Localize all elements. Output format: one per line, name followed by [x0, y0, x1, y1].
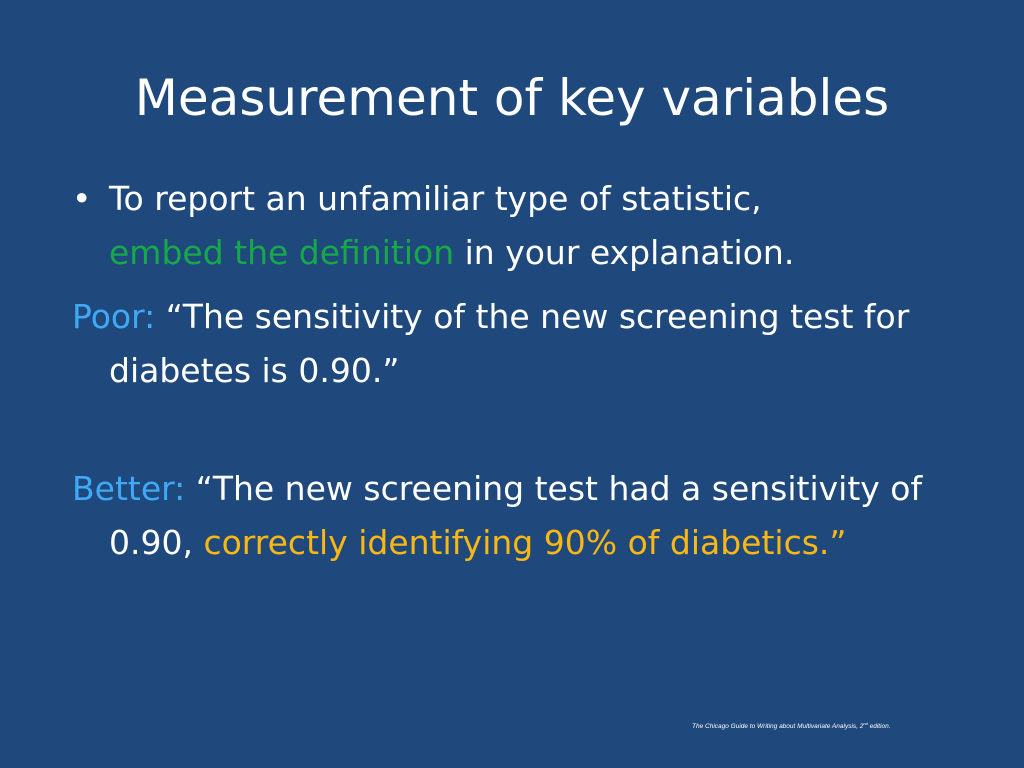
bullet-dot: • [72, 179, 92, 218]
poor-label: Poor: [72, 297, 156, 336]
slide-title: Measurement of key variables [134, 69, 890, 127]
better-label: Better: [72, 469, 186, 508]
citation-text-a: The Chicago Guide to Writing about Multi… [692, 723, 864, 731]
poor-quote: “The sensitivity of the new screening te… [109, 297, 910, 390]
bullet-text-a: To report an unfamiliar type of statisti… [109, 179, 762, 218]
spacer [72, 280, 992, 290]
citation-text-b: edition. [867, 723, 891, 731]
poor-example: Poor: “The sensitivity of the new screen… [72, 290, 992, 398]
correctly-identifying-highlight: correctly identifying 90% of diabetics.” [203, 523, 847, 562]
embed-definition-highlight: embed the definition [109, 233, 455, 272]
better-example: Better: “The new screening test had a se… [72, 462, 992, 570]
citation-superscript: nd [863, 721, 868, 726]
bullet-point-definition: • To report an unfamiliar type of statist… [72, 172, 992, 280]
slide-body: • To report an unfamiliar type of statist… [72, 172, 992, 570]
better-quote: “The new screening test had a sensitivit… [109, 469, 923, 562]
spacer [72, 398, 992, 462]
source-citation: The Chicago Guide to Writing about Multi… [692, 721, 891, 730]
bullet-text-b: in your explanation. [454, 233, 795, 272]
